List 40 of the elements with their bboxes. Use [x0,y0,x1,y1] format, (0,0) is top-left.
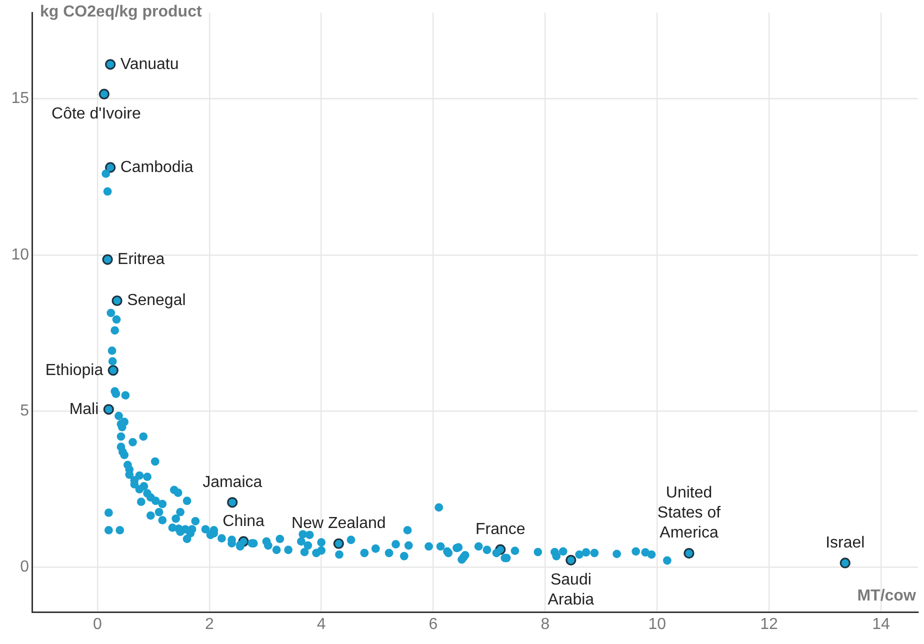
annotation: Saudi Arabia [548,572,594,609]
annotation: Eritrea [118,250,165,268]
y-tick-label: 15 [11,90,30,108]
y-tick-label: 5 [20,402,30,420]
y-axis-title: kg CO2eq/kg product [40,3,202,20]
point [98,88,110,100]
point [105,59,116,70]
annotation: Vanuatu [120,56,179,73]
x-tick-label: 4 [316,616,326,634]
point [840,558,850,568]
annotation: United States of America [657,484,722,542]
annotation: Cambodia [120,158,194,176]
annotation: Jamaica [202,474,262,491]
x-tick-label: 12 [760,616,778,634]
point [333,538,344,549]
point [112,295,122,306]
x-tick-label: 2 [204,616,214,634]
x-tick-label: 14 [872,616,890,634]
point [102,254,113,265]
x-tick-label: 6 [428,616,438,634]
point [108,365,118,376]
x-axis-title: MT/cow [857,587,916,604]
point [103,404,114,415]
x-tick-label: 0 [93,616,102,634]
annotation: Mali [69,400,99,418]
point [566,554,576,566]
x-tick-label: 8 [540,616,550,634]
annotation: Senegal [127,292,186,310]
x-tick-label: 10 [648,616,666,634]
annotation: France [476,520,526,538]
annotation: Israel [826,534,865,552]
y-tick-label: 10 [11,246,30,264]
annotation: Ethiopia [45,362,104,379]
y-tick-label: 0 [20,558,30,576]
point [684,548,694,559]
point [105,162,116,173]
point [227,497,238,508]
annotation: New Zealand [292,515,386,532]
annotation: China [222,512,265,530]
annotation: Côte d'Ivoire [52,105,141,122]
